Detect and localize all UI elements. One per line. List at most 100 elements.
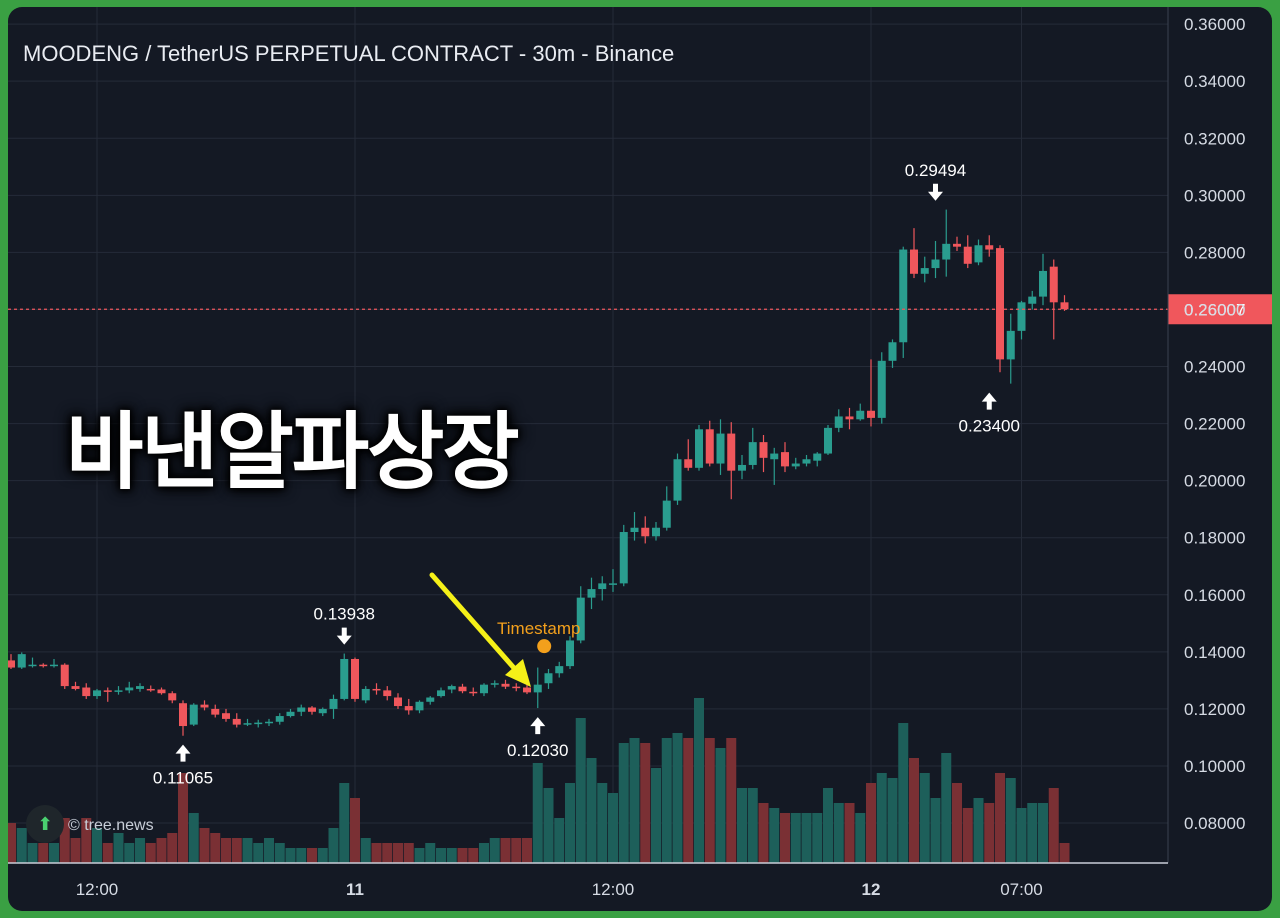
volume-bar [683, 738, 694, 863]
y-tick-label: 0.12000 [1184, 700, 1245, 719]
candle-body [877, 360, 886, 418]
down-arrow-icon [336, 627, 352, 645]
volume-bar [393, 843, 403, 863]
volume-bar [414, 848, 425, 863]
high-price-label: 0.29494 [905, 161, 966, 180]
volume-bar [565, 783, 575, 863]
volume-bar [210, 833, 221, 863]
volume-bar [188, 813, 199, 863]
y-tick-label: 0.18000 [1184, 529, 1245, 548]
volume-bar [1059, 843, 1070, 863]
candle-body [1028, 296, 1037, 304]
volume-bar [231, 838, 242, 863]
volume-bar [790, 813, 801, 863]
volume-bar [135, 838, 145, 863]
volume-bar [952, 783, 962, 863]
volume-bar [296, 848, 307, 863]
candle-body [512, 686, 521, 689]
volume-bar [833, 803, 844, 863]
volume-bar [113, 833, 124, 863]
y-tick-label: 0.14000 [1184, 643, 1245, 662]
candle-body [609, 583, 617, 585]
candle-body [458, 686, 467, 692]
candle-body [555, 666, 564, 674]
volume-bar [866, 783, 876, 863]
candle-body [308, 707, 316, 712]
candle-body [748, 442, 757, 465]
volume-bar [1005, 778, 1016, 863]
up-arrow-icon [981, 392, 997, 410]
candle-body [329, 698, 338, 709]
volume-bar [49, 843, 59, 863]
candle-body [630, 527, 639, 533]
candle-body [17, 654, 26, 668]
candle-body [60, 664, 69, 687]
last-price-label: 0.26007 [1184, 300, 1245, 319]
timestamp-marker [537, 639, 552, 654]
candle-body [673, 459, 682, 501]
double-chevron-up-icon: ⬆ [26, 805, 64, 843]
volume-bar [8, 823, 16, 863]
candle-body [404, 706, 413, 711]
volume-bar [360, 838, 371, 863]
volume-bar [145, 843, 156, 863]
y-tick-label: 0.28000 [1184, 243, 1245, 262]
candle-body [587, 589, 596, 598]
candle-body [232, 718, 241, 725]
candle-body [759, 442, 768, 458]
candle-body [351, 658, 359, 699]
candle-body [791, 463, 800, 467]
candle-body [824, 427, 832, 454]
volume-bar [242, 838, 253, 863]
candle-body [974, 245, 983, 263]
candle-body [931, 259, 940, 269]
up-arrow-icon [530, 717, 546, 735]
x-tick-label: 12 [862, 880, 881, 899]
volume-bar [468, 848, 479, 863]
volume-bar [554, 818, 565, 863]
candle-body [856, 410, 865, 420]
candle-body [200, 704, 209, 708]
candle-body [383, 690, 392, 697]
volume-bar [780, 813, 790, 863]
candle-body [953, 243, 961, 247]
volume-bar [715, 748, 726, 863]
candle-body [211, 708, 220, 715]
price-chart[interactable]: 0.26007 0.11065 0.13938 0.12030 0.29494 0.23… [8, 7, 1272, 911]
y-tick-label: 0.30000 [1184, 186, 1245, 205]
candle-body [888, 342, 897, 361]
candle-body [662, 500, 671, 528]
highlight-arrow-shaft [429, 572, 517, 671]
volume-bar [930, 798, 941, 863]
candle-body [8, 660, 15, 668]
volume-bar [221, 838, 231, 863]
candle-body [523, 687, 531, 693]
volume-bar [941, 753, 952, 863]
volume-bar [403, 843, 414, 863]
volume-bar [253, 843, 264, 863]
volume-bar [489, 838, 500, 863]
volume-bar [532, 763, 543, 863]
last-price-badge [1168, 294, 1272, 325]
candle-body [963, 246, 972, 264]
volume-bar [425, 843, 436, 863]
volume-bar [801, 813, 812, 863]
volume-bar [984, 803, 995, 863]
volume-bar [16, 828, 27, 863]
volume-bar [726, 738, 737, 863]
candle-body [598, 583, 607, 590]
volume-bar [167, 833, 178, 863]
candle-body [243, 723, 252, 725]
volume-bar [995, 773, 1005, 863]
y-tick-label: 0.16000 [1184, 586, 1245, 605]
candle-body [845, 416, 854, 420]
candle-body [394, 697, 402, 707]
volume-bar [199, 828, 210, 863]
candle-body [114, 690, 123, 692]
candle-body [480, 684, 488, 694]
volume-bar [747, 788, 758, 863]
candle-body [501, 683, 510, 687]
candle-body [254, 722, 263, 725]
candle-body [867, 410, 875, 418]
volume-bar [672, 733, 683, 863]
